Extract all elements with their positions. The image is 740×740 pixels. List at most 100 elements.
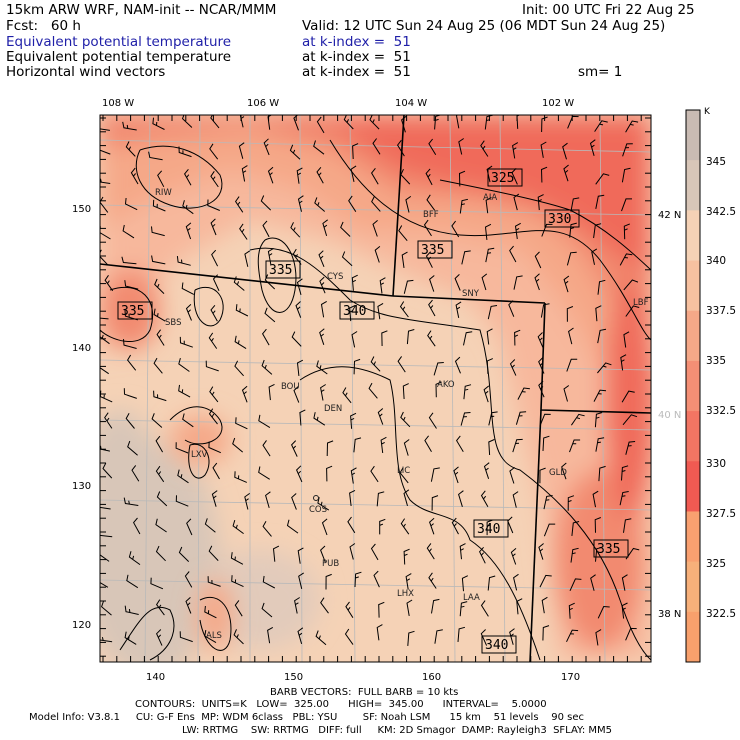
right-axis-label: 42 N (658, 210, 681, 221)
wind-barb (405, 195, 412, 213)
wind-barb (370, 543, 379, 561)
wind-barb (155, 465, 165, 483)
colorbar-label: 322.5 (706, 608, 736, 620)
wind-barb (486, 358, 493, 374)
forecast-hour: Fcst: 60 h (6, 18, 81, 34)
wind-barb (540, 166, 548, 183)
wind-barb (131, 465, 140, 482)
wind-barb (459, 601, 468, 617)
wind-barb (511, 167, 518, 185)
wind-barb (428, 138, 437, 156)
wind-barb (264, 307, 276, 323)
wind-barb (153, 357, 163, 374)
wind-barb (132, 517, 141, 535)
wind-barb (459, 543, 466, 560)
colorbar-segment (686, 611, 700, 663)
wind-barb (183, 168, 192, 186)
wind-barb (376, 624, 383, 641)
wind-barb (212, 274, 220, 292)
wind-barb (154, 278, 165, 294)
wind-barb (315, 630, 327, 646)
colorbar-label: 337.5 (706, 305, 736, 317)
wind-barb (594, 517, 601, 533)
wind-barb (244, 492, 250, 510)
wind-barb (623, 279, 639, 291)
wind-barb (512, 142, 519, 159)
wind-barb (100, 548, 110, 562)
wind-barb (182, 413, 194, 428)
wind-barb (540, 303, 550, 318)
colorbar-segment (686, 360, 700, 412)
wind-barb (353, 358, 361, 375)
wind-barb (566, 251, 577, 266)
wind-barb (272, 545, 280, 562)
wind-barb (177, 469, 189, 484)
wind-barb (480, 600, 489, 617)
wind-barb (622, 143, 633, 157)
wind-barb (461, 250, 471, 265)
right-axis-label: 40 N (658, 410, 681, 421)
wind-barb (349, 305, 356, 322)
wind-barb (597, 279, 606, 295)
wind-barb (239, 115, 245, 128)
wind-barb (512, 438, 523, 453)
field2-name: Equivalent potential temperature (6, 49, 232, 65)
wind-barb (126, 574, 139, 589)
wind-barb (623, 223, 630, 240)
wind-barb (321, 518, 328, 536)
wind-barb (297, 195, 304, 212)
wind-barb (401, 251, 408, 268)
wind-barb (593, 223, 602, 239)
wind-barb (157, 170, 165, 188)
wind-barb (517, 387, 530, 400)
wind-barb (625, 441, 636, 455)
wind-barb (376, 491, 385, 507)
wind-barb (320, 597, 329, 614)
contour-label: 335 (121, 304, 144, 319)
footer-physics-info: LW: RRTMG SW: RRTMG DIFF: full KM: 2D Sm… (182, 725, 612, 736)
wind-barb (262, 575, 276, 589)
wind-barb (407, 630, 415, 646)
wind-barb (569, 222, 577, 238)
wind-barb (264, 274, 276, 290)
wind-barb (100, 149, 111, 155)
wind-barb (458, 490, 464, 507)
wind-barb (621, 167, 631, 183)
left-axis-label: 150 (72, 204, 91, 215)
wind-barb (234, 335, 247, 350)
wind-barb (100, 581, 109, 588)
wind-barb (175, 442, 189, 454)
wind-barb (100, 196, 109, 213)
wind-barb (513, 193, 520, 211)
wind-barb (178, 546, 190, 562)
wind-barb (403, 489, 410, 507)
wind-barb (298, 572, 304, 590)
wind-barb (426, 194, 436, 211)
wind-barb (241, 165, 248, 182)
wind-barb (451, 517, 459, 535)
wind-barb (100, 317, 109, 320)
wind-barb (571, 521, 580, 536)
wind-barb (542, 435, 550, 452)
wind-barb (209, 143, 219, 160)
wind-barb (316, 116, 325, 134)
contour-label: 335 (269, 263, 292, 278)
wind-barb (204, 630, 217, 644)
wind-barb (297, 627, 304, 645)
wind-barb (480, 490, 489, 508)
wind-barb (625, 627, 637, 641)
wind-barb (621, 390, 635, 403)
wind-barb (541, 223, 553, 237)
wind-barb (150, 577, 164, 590)
wind-barb (179, 336, 193, 348)
wind-barb (208, 545, 219, 561)
wind-barb (316, 166, 324, 184)
wind-barbs (100, 115, 640, 646)
wind-barb (152, 199, 166, 212)
wind-barb (514, 222, 521, 240)
wind-barb (123, 388, 137, 399)
wind-barb (235, 417, 248, 430)
wind-barb (267, 626, 274, 644)
wind-barb (595, 173, 610, 185)
wind-barb (181, 282, 195, 295)
